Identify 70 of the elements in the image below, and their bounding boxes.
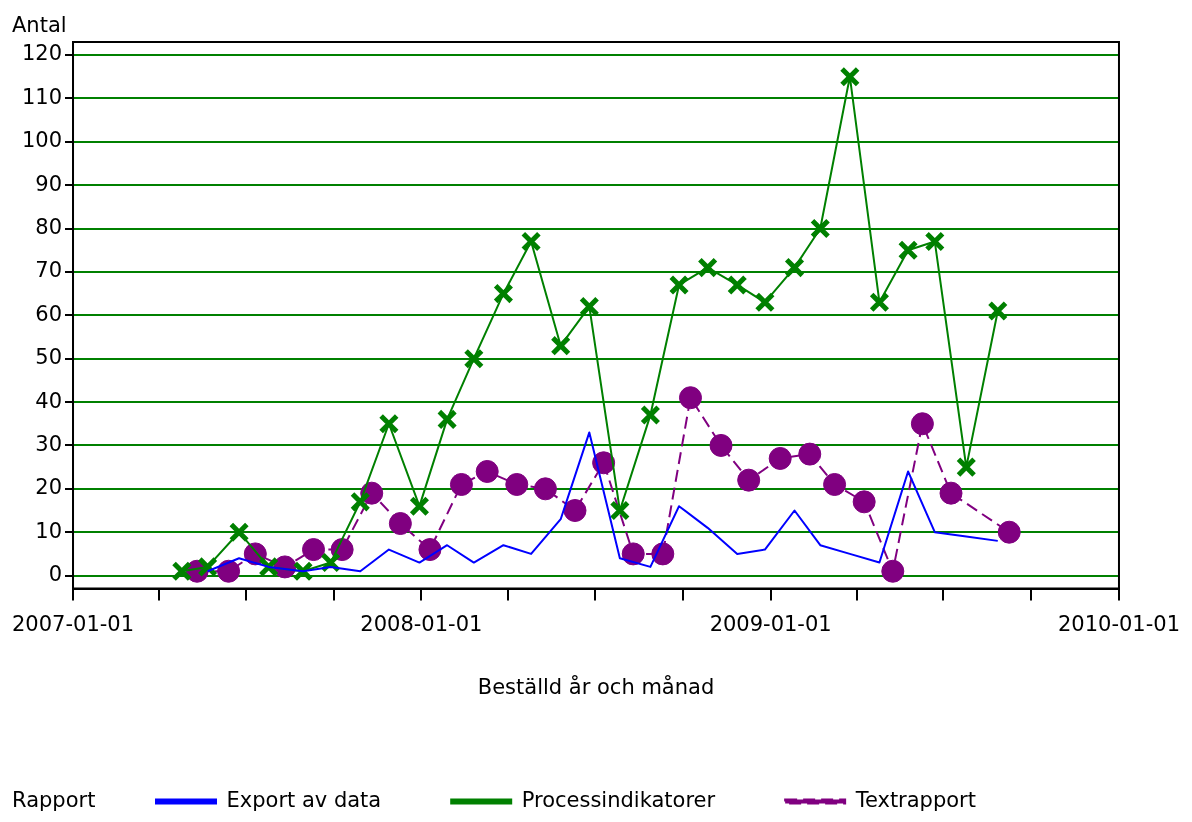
y-tick-label: 20 <box>35 475 63 500</box>
point <box>640 404 661 426</box>
y-tick-label: 60 <box>35 301 63 326</box>
point <box>956 456 977 478</box>
x-tick-label: 2007-01-01 <box>12 611 135 636</box>
point <box>579 296 600 317</box>
point <box>171 560 193 582</box>
point <box>768 446 792 470</box>
point <box>987 300 1009 322</box>
point <box>784 257 805 278</box>
point <box>678 386 702 410</box>
point <box>436 409 458 430</box>
point <box>823 472 847 496</box>
point <box>668 274 690 296</box>
y-tick-label: 90 <box>35 171 63 196</box>
y-tick-label: 40 <box>35 388 63 413</box>
point <box>258 556 279 578</box>
y-tick-label: 50 <box>35 345 63 370</box>
point <box>809 218 831 239</box>
point <box>228 521 250 543</box>
y-tick-label: 80 <box>35 214 63 239</box>
point <box>839 66 861 87</box>
point <box>388 512 412 536</box>
point <box>475 459 499 483</box>
y-tick-label: 120 <box>21 41 63 66</box>
point <box>563 499 587 523</box>
point <box>924 231 946 252</box>
point <box>350 491 371 513</box>
point <box>910 412 934 436</box>
x-tick-label: 2008-01-01 <box>360 611 483 636</box>
legend-title: Rapport <box>12 787 96 812</box>
point <box>378 413 400 435</box>
point <box>505 472 529 496</box>
point <box>726 274 748 296</box>
point <box>754 292 776 313</box>
point <box>939 481 963 505</box>
legend-label: Textrapport <box>854 787 976 812</box>
point <box>621 542 645 566</box>
point <box>217 559 241 583</box>
point <box>409 495 430 517</box>
point <box>737 468 761 492</box>
y-tick-label: 70 <box>35 258 63 283</box>
point <box>897 239 919 261</box>
point <box>881 559 905 583</box>
x-tick-label: 2009-01-01 <box>709 611 832 636</box>
legend-label: Export av data <box>226 787 382 812</box>
x-axis-title: Beställd år och månad <box>477 673 715 699</box>
point <box>533 477 557 501</box>
point <box>798 442 822 466</box>
point <box>709 433 733 457</box>
x-tick-label: 2010-01-01 <box>1057 611 1180 636</box>
y-axis-title: Antal <box>12 12 67 37</box>
point <box>463 348 485 369</box>
y-tick-label: 30 <box>35 431 63 456</box>
y-tick-label: 0 <box>48 562 63 587</box>
point <box>197 556 218 578</box>
point <box>449 472 473 496</box>
y-tick-label: 10 <box>35 518 63 543</box>
y-tick-label: 100 <box>21 128 63 153</box>
point <box>852 490 876 514</box>
point <box>869 292 890 313</box>
y-tick-label: 110 <box>21 84 63 109</box>
point <box>302 538 326 562</box>
legend-label: Processindikatorer <box>521 787 716 812</box>
point <box>609 500 631 521</box>
point <box>520 231 542 252</box>
point <box>997 520 1021 544</box>
point <box>550 335 571 356</box>
point <box>493 283 514 304</box>
point <box>697 257 718 278</box>
